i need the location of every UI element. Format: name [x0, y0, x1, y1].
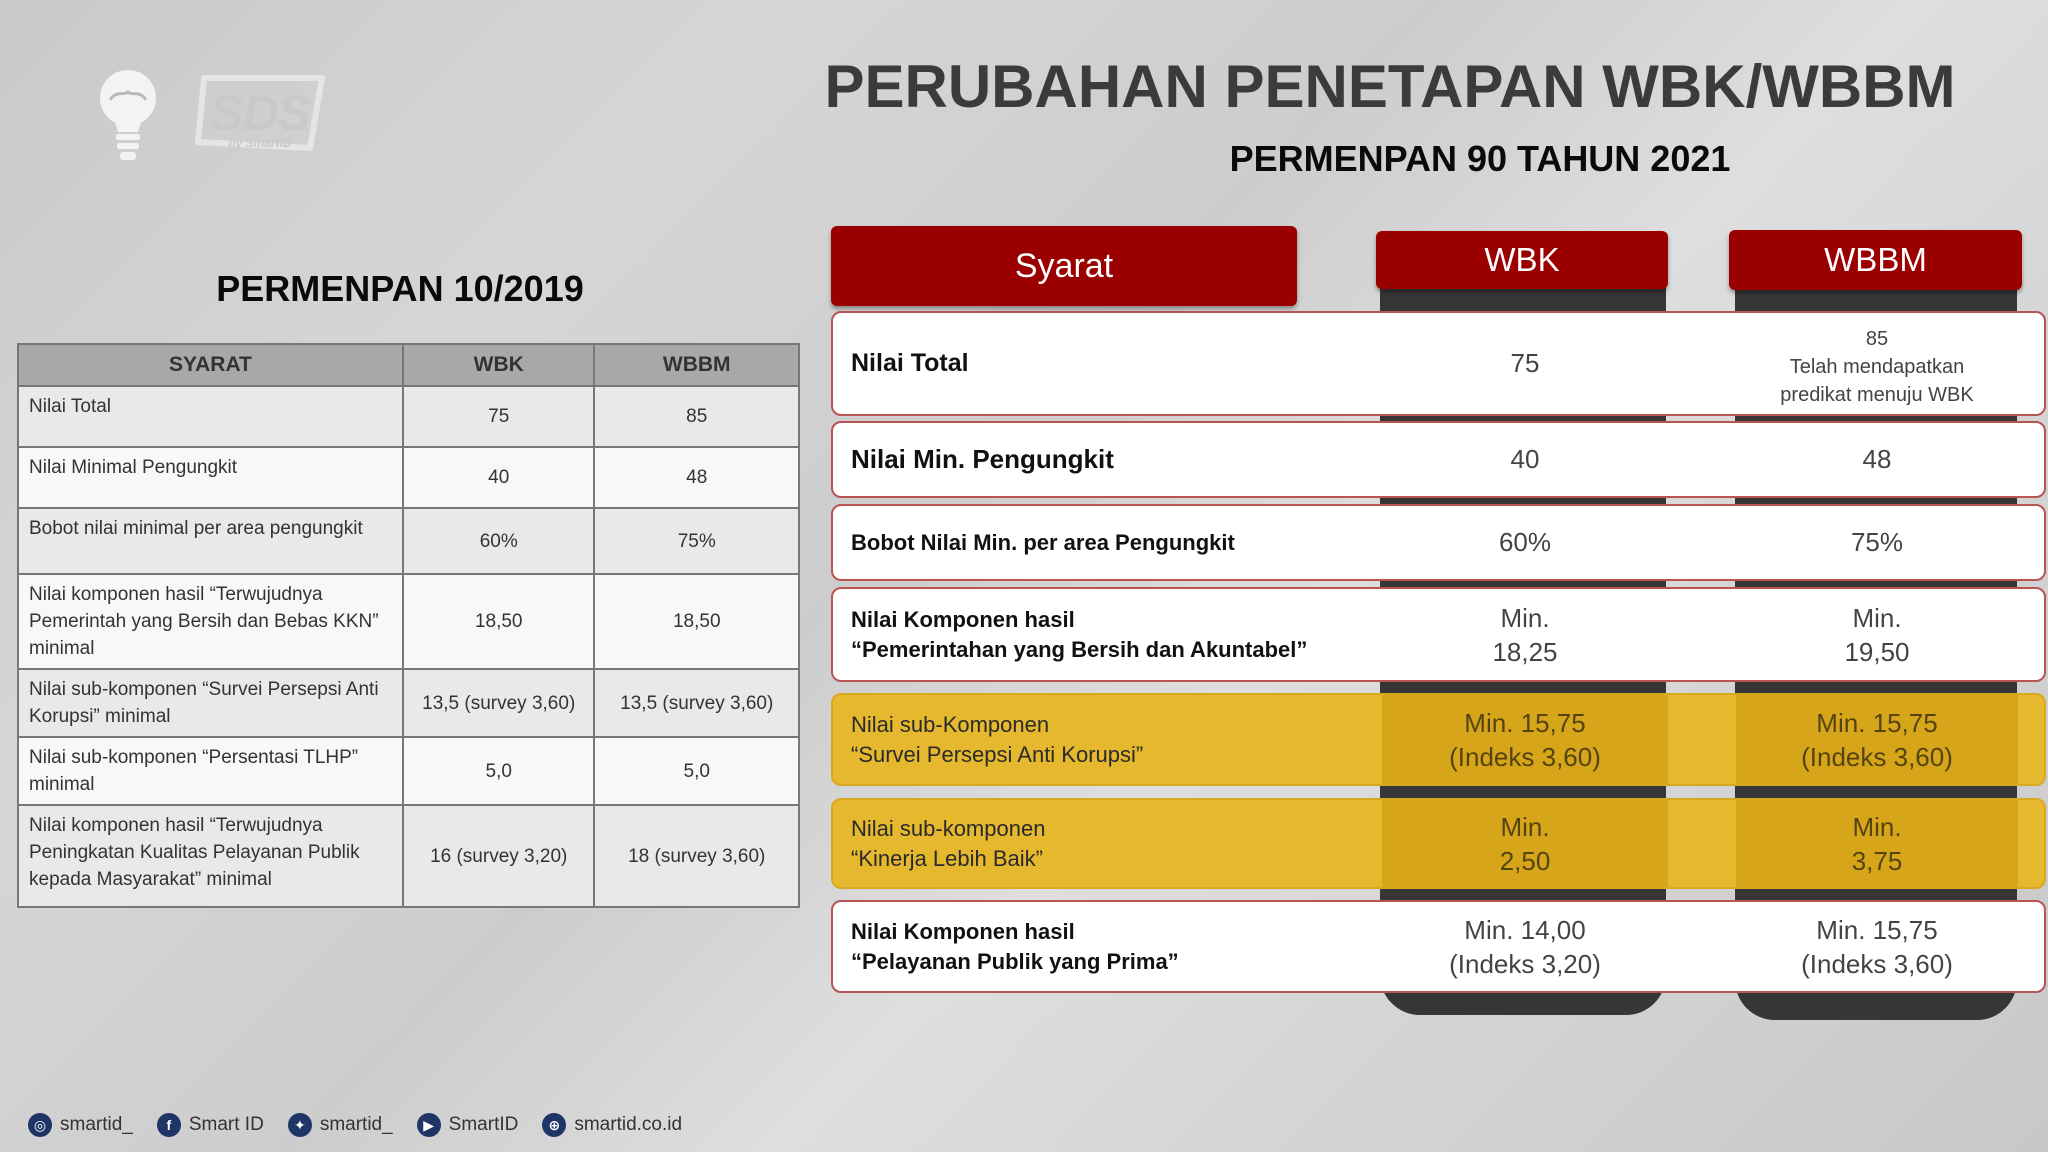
row-label: Nilai sub-Komponen “Survei Persepsi Anti…: [851, 711, 1144, 767]
row-label: Nilai Komponen hasil “Pemerintahan yang …: [851, 606, 1308, 662]
footer-item-youtube[interactable]: ▶ SmartID: [416, 1113, 518, 1137]
row-label: Nilai Minimal Pengungkit: [17, 446, 404, 509]
row-wbbm: 85 Telah mendapatkan predikat menuju WBK: [1780, 328, 1974, 406]
facebook-icon: f: [156, 1113, 181, 1137]
row-wbbm: 18 (survey 3,60): [593, 804, 800, 908]
twitter-icon: ✦: [287, 1113, 312, 1137]
row-wbk: Min. 15,75 (Indeks 3,60): [1449, 707, 1601, 772]
footer-item-instagram[interactable]: ◎ smartid_: [28, 1113, 133, 1137]
row-wbbm: 13,5 (survey 3,60): [593, 668, 800, 738]
row-wbk: 5,0: [401, 736, 596, 806]
row-wbbm: Min. 19,50: [1844, 602, 1910, 667]
row-wbbm: 48: [593, 446, 800, 509]
row-label: Nilai Min. Pengungkit: [851, 444, 1114, 474]
old-requirements-table: SYARAT WBK WBBM Nilai Total 75 85 Nilai …: [17, 343, 800, 908]
table-row: Nilai Komponen hasil “Pelayanan Publik y…: [831, 900, 2046, 993]
table-row: Bobot nilai minimal per area pengungkit …: [17, 507, 800, 575]
row-wbk: 75: [1510, 348, 1540, 378]
globe-icon: ⊕: [542, 1113, 567, 1137]
footer-item-website[interactable]: ⊕ smartid.co.id: [542, 1113, 682, 1137]
row-wbbm: 75%: [593, 507, 800, 575]
row-wbk: 16 (survey 3,20): [401, 804, 596, 908]
footer-item-twitter[interactable]: ✦ smartid_: [287, 1113, 393, 1137]
instagram-icon: ◎: [28, 1113, 52, 1137]
page-subtitle: PERMENPAN 90 TAHUN 2021: [1229, 138, 1731, 179]
header-wbbm: WBBM: [1729, 230, 2022, 290]
page-title: PERUBAHAN PENETAPAN WBK/WBBM: [824, 53, 1956, 120]
row-wbbm: 5,0: [593, 736, 800, 806]
table-row: Nilai sub-komponen “Survei Persepsi Anti…: [17, 668, 800, 738]
row-label: Nilai Total: [851, 349, 969, 377]
row-wbbm: 75%: [1850, 527, 1904, 557]
table-row: Nilai Komponen hasil “Pemerintahan yang …: [831, 587, 2046, 682]
old-regulation-title: PERMENPAN 10/2019: [216, 268, 584, 309]
header-wbk: WBK: [1376, 231, 1668, 289]
table-row: Nilai komponen hasil “Terwujudnya Pening…: [17, 804, 800, 908]
table-row: Nilai Total 75 85: [17, 385, 800, 448]
row-wbbm: Min. 15,75 (Indeks 3,60): [1801, 914, 1953, 979]
social-footer: ◎ smartid_ f Smart ID ✦ smartid_ ▶ Smart…: [28, 1111, 706, 1139]
table-row: Nilai sub-komponen “Persentasi TLHP” min…: [17, 736, 800, 806]
table-row: Nilai Min. Pengungkit 40 48: [831, 421, 2046, 498]
row-wbbm: 48: [1862, 444, 1892, 474]
row-label: Bobot Nilai Min. per area Pengungkit: [851, 529, 1235, 555]
lightbulb-logo-icon: [100, 70, 156, 160]
row-wbk: Min. 18,25: [1492, 602, 1558, 667]
row-wbbm: Min. 3,75: [1851, 811, 1903, 876]
row-wbk: 60%: [1498, 527, 1552, 557]
row-label: Nilai Komponen hasil “Pelayanan Publik y…: [851, 918, 1179, 974]
table-row: Bobot Nilai Min. per area Pengungkit 60%…: [831, 504, 2046, 581]
row-wbk: Min. 14,00 (Indeks 3,20): [1449, 914, 1601, 979]
row-wbk: 18,50: [401, 573, 596, 670]
header-syarat: Syarat: [831, 226, 1297, 306]
table-row-highlighted: Nilai sub-komponen “Kinerja Lebih Baik” …: [831, 798, 2046, 889]
table-row-highlighted: Nilai sub-Komponen “Survei Persepsi Anti…: [831, 693, 2046, 786]
row-wbk: 13,5 (survey 3,60): [401, 668, 596, 738]
header-wbk: WBK: [401, 343, 596, 387]
row-wbbm: Min. 15,75 (Indeks 3,60): [1801, 707, 1953, 772]
row-wbk: 60%: [401, 507, 596, 575]
header-wbbm: WBBM: [593, 343, 800, 387]
row-wbbm: 85: [593, 385, 800, 448]
row-label: Nilai sub-komponen “Persentasi TLHP” min…: [17, 736, 404, 806]
row-wbk: 75: [401, 385, 596, 448]
sds-logo: SDS by SmartID: [194, 72, 326, 154]
row-label: Nilai Total: [17, 385, 404, 448]
table-header-row: SYARAT WBK WBBM: [17, 343, 800, 387]
row-wbk: 40: [401, 446, 596, 509]
row-label: Nilai komponen hasil “Terwujudnya Pening…: [17, 804, 404, 908]
row-label: Nilai sub-komponen “Survei Persepsi Anti…: [17, 668, 404, 738]
table-row: Nilai komponen hasil “Terwujudnya Pemeri…: [17, 573, 800, 670]
youtube-icon: ▶: [416, 1113, 441, 1137]
header-syarat: SYARAT: [17, 343, 404, 387]
row-label: Bobot nilai minimal per area pengungkit: [17, 507, 404, 575]
footer-item-facebook[interactable]: f Smart ID: [156, 1113, 264, 1137]
row-wbk: 40: [1510, 444, 1540, 474]
table-row: Nilai Minimal Pengungkit 40 48: [17, 446, 800, 509]
row-wbbm: 18,50: [593, 573, 800, 670]
row-label: Nilai komponen hasil “Terwujudnya Pemeri…: [17, 573, 404, 670]
row-label: Nilai sub-komponen “Kinerja Lebih Baik”: [851, 815, 1046, 871]
row-wbk: Min. 2,50: [1499, 811, 1551, 876]
table-row: Nilai Total 75 85 Telah mendapatkan pred…: [831, 311, 2046, 416]
